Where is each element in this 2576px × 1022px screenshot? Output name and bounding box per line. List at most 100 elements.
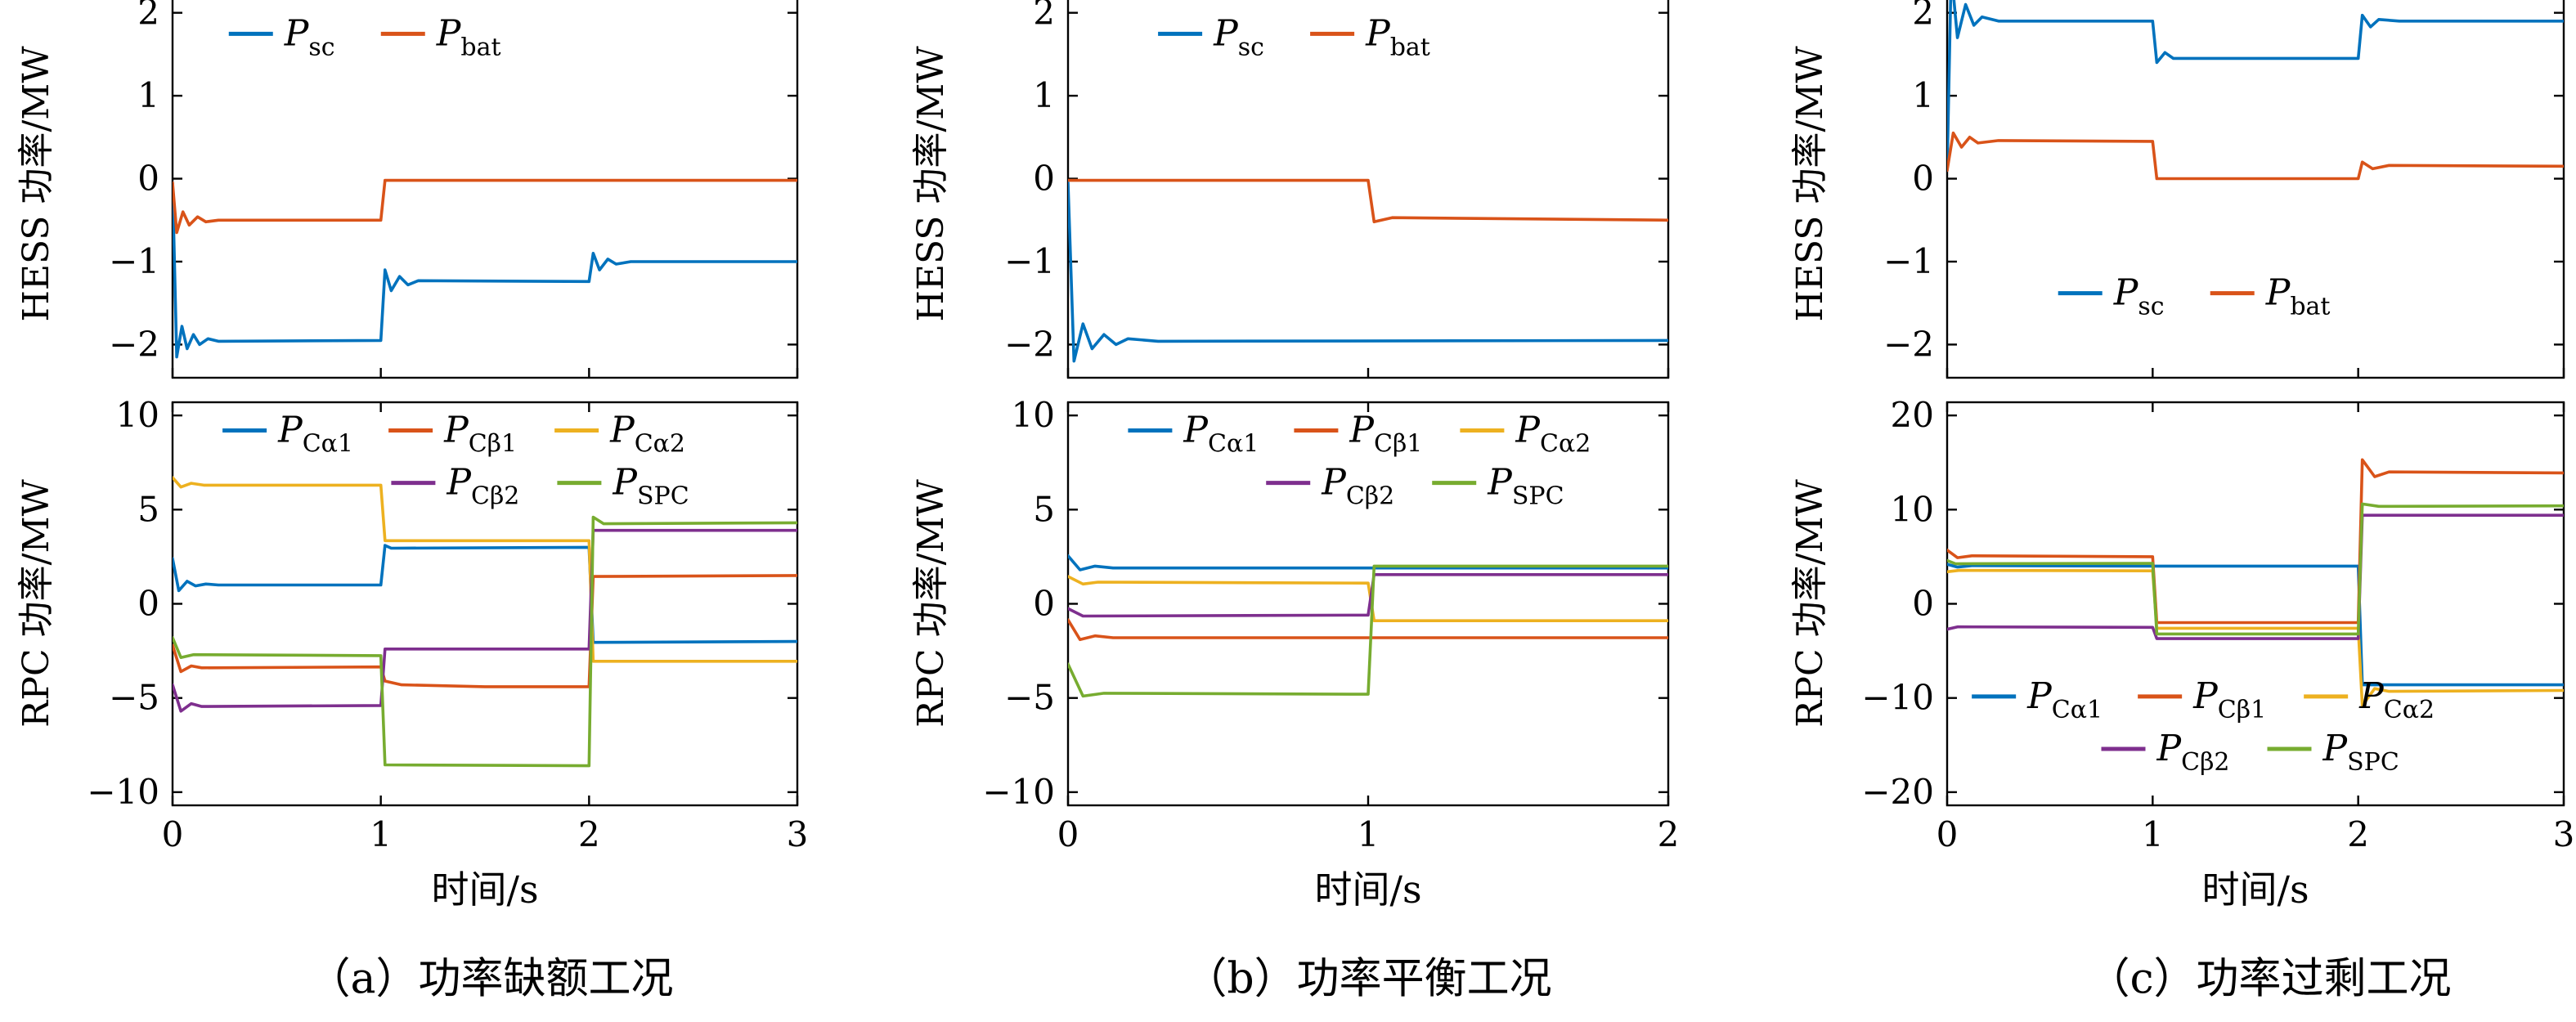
x-tick-label: 2 xyxy=(1658,814,1680,854)
legend-label-P_Cb1: PCβ1 xyxy=(2192,675,2266,724)
chart-b-rpc: 0 1 2 10 5 0 −5 −10 PCα1 PCβ1 PCα2 PCβ2 PSPC xyxy=(982,395,1680,854)
x-tick-label: 3 xyxy=(787,814,809,854)
series-line-P_Cb1 xyxy=(1068,618,1668,642)
series-line-P_bat xyxy=(173,178,797,235)
series-line-P_Cb1 xyxy=(1947,458,2564,625)
series-line-P_Cb2 xyxy=(173,528,797,713)
ylabel-a-hess: HESS 功率/MW xyxy=(16,46,57,322)
plot-border xyxy=(1945,0,2565,379)
series-group xyxy=(1947,458,2564,707)
chart-a-rpc: 0 1 2 3 10 5 0 −5 −10 PCα1 PCβ1 PCα2 PCβ2 PSPC xyxy=(87,395,809,854)
caption-c: （c）功率过剩工况 xyxy=(2087,954,2452,1004)
y-tick-label: −1 xyxy=(1004,241,1055,281)
xlabel-a: 时间/s xyxy=(431,867,539,912)
x-tick-label: 0 xyxy=(1936,814,1959,854)
legend-label-P_Cb1: PCβ1 xyxy=(1349,410,1422,459)
series-line-P_SPC xyxy=(173,515,797,768)
y-tick-label: −5 xyxy=(1004,678,1055,718)
series-line-P_sc xyxy=(1947,0,2564,173)
legend-label-P_Ca2: PCα2 xyxy=(2358,675,2435,724)
series-group xyxy=(173,476,797,768)
y-tick-label: 0 xyxy=(1033,159,1055,199)
y-tick-label: 10 xyxy=(116,395,159,435)
legend-label-P_bat: Pbat xyxy=(2265,272,2331,321)
ylabel-c-hess: HESS 功率/MW xyxy=(1789,46,1831,322)
y-tick-label: −10 xyxy=(1861,678,1934,718)
chart-c-hess: 2 1 0 −1 −2 Psc Pbat xyxy=(1883,0,2565,379)
series-line-P_Cb1 xyxy=(173,574,797,688)
y-tick-label: 1 xyxy=(1912,75,1934,115)
series-group xyxy=(1068,554,1668,698)
x-tick-label: 1 xyxy=(1358,814,1380,854)
series-line-P_Ca2 xyxy=(1068,575,1668,623)
y-tick-label: −2 xyxy=(109,324,159,364)
y-tick-label: 20 xyxy=(1891,395,1934,435)
x-tick-label: 1 xyxy=(370,814,392,854)
x-tick-label: 0 xyxy=(162,814,184,854)
legend-label-P_Cb2: PCβ2 xyxy=(1321,462,1394,511)
y-tick-label: 5 xyxy=(137,489,159,529)
plot-border xyxy=(171,401,799,807)
xlabel-b: 时间/s xyxy=(1314,867,1422,912)
ylabel-c-rpc: RPC 功率/MW xyxy=(1789,479,1831,728)
series-line-P_Cb2 xyxy=(1068,573,1668,618)
series-line-P_SPC xyxy=(1068,564,1668,698)
series-line-P_Ca1 xyxy=(1947,563,2564,687)
y-tick-label: 10 xyxy=(1012,395,1055,435)
plot-border xyxy=(171,0,799,379)
plot-border xyxy=(1066,401,1670,807)
y-tick-label: −5 xyxy=(109,678,159,718)
series-line-P_Cb2 xyxy=(1947,513,2564,640)
legend-label-P_sc: Psc xyxy=(284,12,335,61)
legend-label-P_Ca1: PCα1 xyxy=(277,410,353,459)
legend-label-P_Ca1: PCα1 xyxy=(2026,675,2103,724)
y-tick-label: −10 xyxy=(87,772,159,812)
series-group xyxy=(1947,0,2564,181)
legend-label-P_Ca1: PCα1 xyxy=(1183,410,1259,459)
y-tick-label: −1 xyxy=(109,241,159,281)
y-tick-label: 0 xyxy=(137,584,159,624)
xlabel-c: 时间/s xyxy=(2201,867,2309,912)
ylabel-b-hess: HESS 功率/MW xyxy=(910,46,952,322)
x-tick-label: 2 xyxy=(2347,814,2369,854)
y-tick-label: −1 xyxy=(1883,241,1934,281)
series-line-P_SPC xyxy=(1947,502,2564,636)
ylabel-b-rpc: RPC 功率/MW xyxy=(910,479,952,728)
legend-label-P_sc: Psc xyxy=(1213,12,1264,61)
y-tick-label: 0 xyxy=(137,159,159,199)
y-tick-label: 0 xyxy=(1033,584,1055,624)
series-line-P_bat xyxy=(1947,131,2564,181)
legend-label-P_Ca2: PCα2 xyxy=(609,410,685,459)
y-tick-label: −2 xyxy=(1004,324,1055,364)
legend-label-P_Cb1: PCβ1 xyxy=(443,410,517,459)
series-line-P_sc xyxy=(173,181,797,359)
legend-label-P_sc: Psc xyxy=(2113,272,2165,321)
legend-label-P_bat: Pbat xyxy=(436,12,501,61)
legend-label-P_SPC: PSPC xyxy=(612,462,689,511)
series-line-P_Ca1 xyxy=(173,544,797,644)
y-tick-label: 10 xyxy=(1891,489,1934,529)
y-tick-label: 1 xyxy=(1033,75,1055,115)
plot-border xyxy=(1945,401,2565,807)
legend-label-P_Cb2: PCβ2 xyxy=(2156,728,2230,777)
x-tick-label: 1 xyxy=(2142,814,2164,854)
chart-a-hess: 2 1 0 −1 −2 Psc Pbat xyxy=(109,0,799,379)
series-line-P_Ca1 xyxy=(1068,554,1668,572)
series-group xyxy=(1068,178,1668,363)
y-tick-label: 5 xyxy=(1033,489,1055,529)
y-tick-label: −20 xyxy=(1861,772,1934,812)
y-tick-label: 2 xyxy=(1912,0,1934,33)
series-group xyxy=(173,178,797,359)
legend-label-P_bat: Pbat xyxy=(1365,12,1430,61)
y-tick-label: 2 xyxy=(1033,0,1055,33)
x-tick-label: 2 xyxy=(578,814,600,854)
y-tick-label: 0 xyxy=(1912,159,1934,199)
legend-label-P_Cb2: PCβ2 xyxy=(446,462,519,511)
y-tick-label: 0 xyxy=(1912,584,1934,624)
y-tick-label: −10 xyxy=(982,772,1055,812)
chart-b-hess: 2 1 0 −1 −2 Psc Pbat xyxy=(1004,0,1670,379)
ylabel-a-rpc: RPC 功率/MW xyxy=(16,479,57,728)
series-line-P_bat xyxy=(1068,178,1668,224)
caption-a: （a）功率缺额工况 xyxy=(307,954,674,1004)
